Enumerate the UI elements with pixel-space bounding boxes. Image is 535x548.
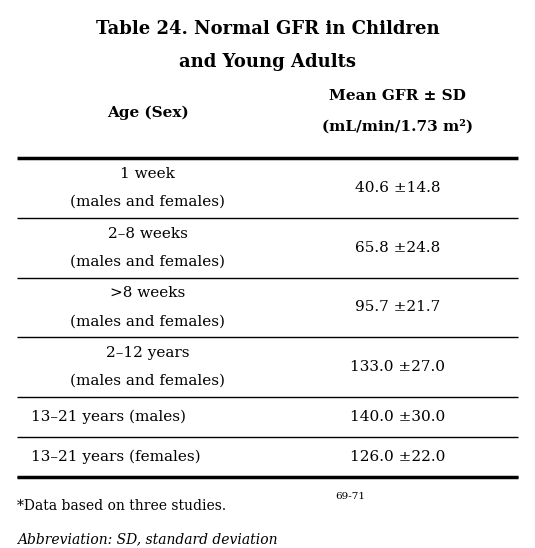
Text: 126.0 ±22.0: 126.0 ±22.0 <box>350 449 446 464</box>
Text: (males and females): (males and females) <box>70 195 225 209</box>
Text: 2–8 weeks: 2–8 weeks <box>108 227 188 241</box>
Text: (males and females): (males and females) <box>70 314 225 328</box>
Text: 133.0 ±27.0: 133.0 ±27.0 <box>350 360 446 374</box>
Text: Table 24. Normal GFR in Children: Table 24. Normal GFR in Children <box>96 20 439 38</box>
Text: 140.0 ±30.0: 140.0 ±30.0 <box>350 410 446 424</box>
Text: 95.7 ±21.7: 95.7 ±21.7 <box>355 300 440 315</box>
Text: 40.6 ±14.8: 40.6 ±14.8 <box>355 181 441 195</box>
Text: 69-71: 69-71 <box>335 493 365 501</box>
Text: and Young Adults: and Young Adults <box>179 53 356 71</box>
Text: 1 week: 1 week <box>120 167 175 181</box>
Text: 65.8 ±24.8: 65.8 ±24.8 <box>355 241 440 255</box>
Text: Age (Sex): Age (Sex) <box>107 105 189 119</box>
Text: (mL/min/1.73 m²): (mL/min/1.73 m²) <box>322 119 473 134</box>
Text: 13–21 years (females): 13–21 years (females) <box>30 449 200 464</box>
Text: (males and females): (males and females) <box>70 374 225 388</box>
Text: 13–21 years (males): 13–21 years (males) <box>30 409 186 424</box>
Text: Mean GFR ± SD: Mean GFR ± SD <box>330 89 467 103</box>
Text: Abbreviation: SD, standard deviation: Abbreviation: SD, standard deviation <box>17 533 278 546</box>
Text: *Data based on three studies.: *Data based on three studies. <box>17 499 226 513</box>
Text: >8 weeks: >8 weeks <box>110 287 185 300</box>
Text: 2–12 years: 2–12 years <box>106 346 189 360</box>
Text: (males and females): (males and females) <box>70 255 225 269</box>
